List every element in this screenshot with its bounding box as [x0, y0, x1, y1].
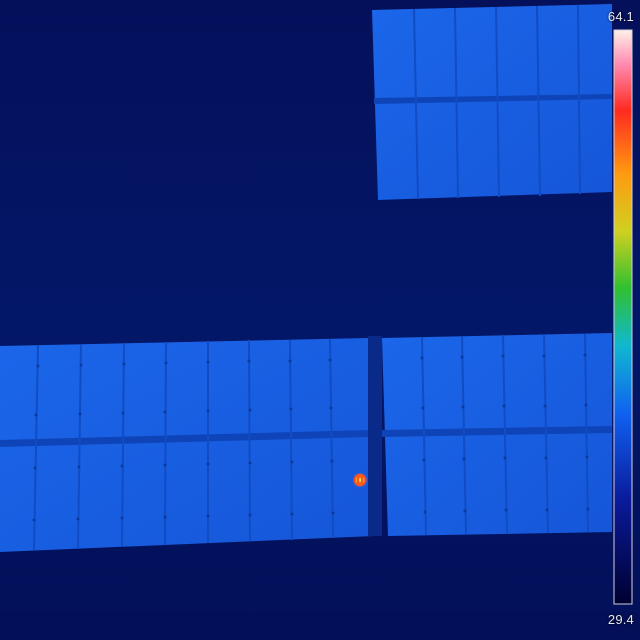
panel-array-bottom-left: [0, 338, 374, 552]
panel-array-top: [372, 4, 612, 200]
scale-min-label: 29.4: [607, 612, 634, 627]
color-scale-bar: [613, 29, 633, 605]
panel-gap: [368, 336, 382, 536]
hotspot: [353, 473, 367, 487]
scale-max-label: 64.1: [607, 9, 634, 24]
panel-array-bottom-right: [382, 333, 612, 536]
